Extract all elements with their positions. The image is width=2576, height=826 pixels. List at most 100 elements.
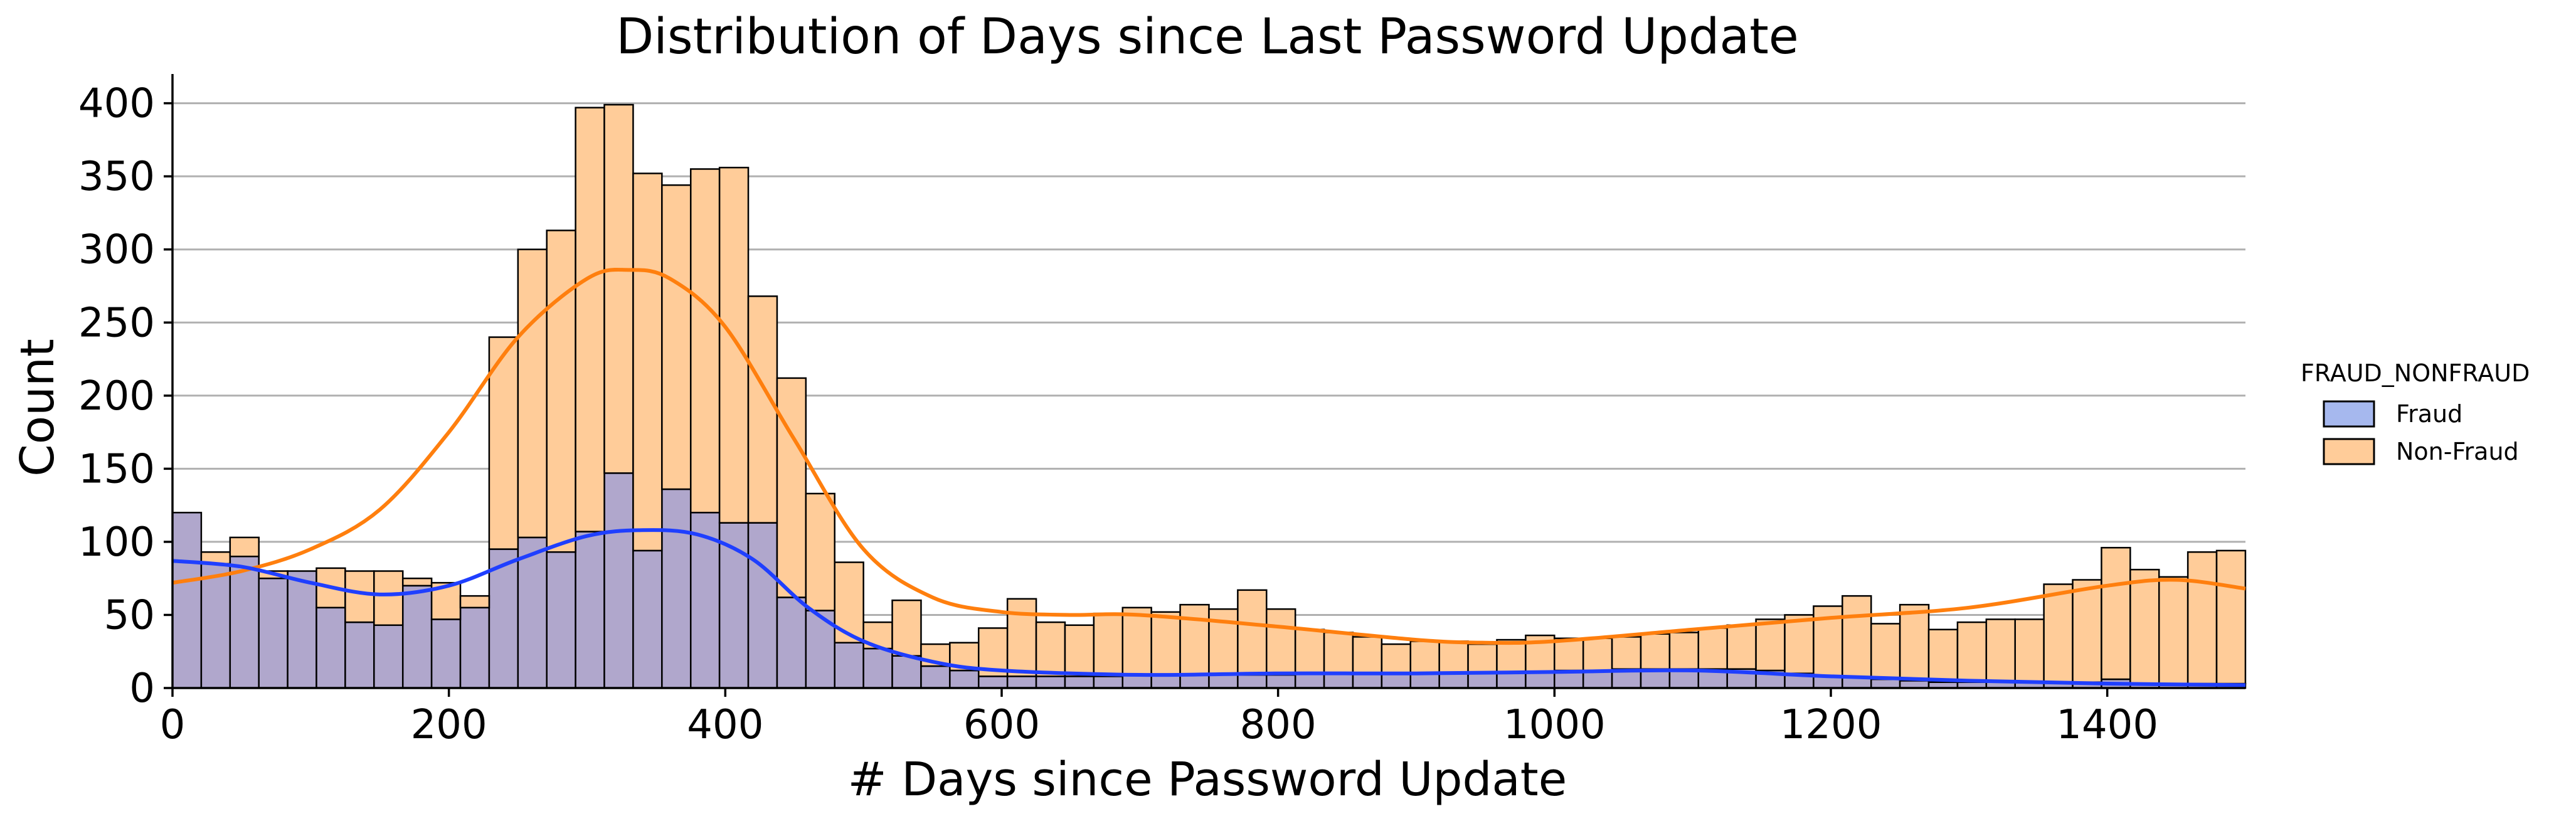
bar-fraud-21 [776, 596, 807, 689]
bar-fraud-8 [401, 585, 433, 689]
tick-labels: 0 200 400 600 800 1000 1200 1400 0 50 100 150 200 250… [78, 81, 2158, 748]
bar-non-fraud-22 [805, 492, 835, 612]
legend-swatch-fraud [2323, 400, 2375, 428]
bar-non-fraud-39 [1294, 628, 1325, 674]
bar-non-fraud-42 [1381, 643, 1412, 674]
bar-non-fraud-29 [1006, 598, 1037, 677]
x-tick-label-1400: 1400 [2056, 702, 2158, 748]
y-tick-label-300: 300 [78, 227, 155, 273]
bar-fraud-16 [632, 549, 663, 689]
y-tick-label-150: 150 [78, 446, 155, 492]
bar-fraud-13 [546, 551, 576, 689]
bar-fraud-28 [978, 675, 1009, 689]
bar-non-fraud-49 [1582, 637, 1613, 672]
bar-fraud-44 [1438, 672, 1469, 689]
bar-fraud-36 [1208, 674, 1239, 689]
bar-fraud-6 [344, 621, 375, 689]
bar-non-fraud-54 [1726, 624, 1757, 670]
bar-fraud-45 [1467, 672, 1498, 689]
y-axis-label: Count [11, 339, 65, 477]
bar-fraud-12 [517, 536, 548, 689]
bar-non-fraud-16 [632, 172, 663, 552]
bar-non-fraud-18 [689, 168, 721, 514]
bar-non-fraud-71 [2215, 549, 2247, 685]
bar-non-fraud-10 [459, 595, 490, 609]
x-tick-label-600: 600 [963, 702, 1040, 748]
bar-non-fraud-45 [1467, 643, 1498, 674]
bar-non-fraud-51 [1640, 633, 1671, 670]
bar-non-fraud-8 [401, 577, 433, 587]
bar-non-fraud-34 [1150, 611, 1181, 676]
bar-non-fraud-15 [603, 103, 634, 474]
bar-non-fraud-11 [488, 336, 519, 550]
bar-non-fraud-65 [2043, 583, 2074, 683]
bar-fraud-10 [459, 606, 490, 689]
bar-fraud-9 [430, 618, 462, 689]
bar-fraud-38 [1266, 674, 1296, 689]
bar-fraud-2 [229, 555, 260, 689]
bar-fraud-34 [1150, 674, 1181, 689]
bar-non-fraud-63 [1985, 618, 2016, 683]
bar-non-fraud-43 [1409, 640, 1440, 674]
bar-fraud-43 [1409, 672, 1440, 689]
bar-fraud-7 [373, 624, 404, 689]
x-axis-label: # Days since Password Update [848, 753, 1567, 807]
bar-fraud-32 [1093, 675, 1124, 689]
legend-title: FRAUD_NONFRAUD [2301, 359, 2530, 387]
x-tick-label-800: 800 [1240, 702, 1317, 748]
bar-fraud-29 [1006, 675, 1037, 689]
bar-fraud-37 [1237, 674, 1268, 689]
bar-non-fraud-25 [891, 599, 922, 657]
bar-fraud-4 [287, 570, 317, 689]
kde-curves [172, 268, 2246, 687]
bar-non-fraud-70 [2186, 551, 2218, 685]
gridlines [172, 102, 2245, 616]
legend-swatch-non-fraud [2323, 438, 2375, 465]
bar-non-fraud-37 [1237, 589, 1268, 676]
bar-fraud-39 [1294, 672, 1325, 689]
bar-non-fraud-60 [1899, 603, 1930, 682]
bar-non-fraud-21 [776, 377, 807, 598]
bar-fraud-27 [949, 669, 980, 689]
bar-non-fraud-58 [1842, 595, 1872, 679]
bar-non-fraud-61 [1927, 628, 1959, 683]
bar-fraud-41 [1352, 672, 1383, 689]
bar-non-fraud-53 [1697, 627, 1728, 670]
bar-fraud-20 [747, 522, 778, 689]
bar-non-fraud-33 [1121, 606, 1152, 676]
y-tick-label-400: 400 [78, 81, 155, 127]
bar-non-fraud-50 [1611, 636, 1642, 670]
bar-fraud-35 [1179, 674, 1210, 689]
legend: FRAUD_NONFRAUD Fraud Non-Fraud [2301, 359, 2530, 465]
bar-fraud-30 [1035, 675, 1066, 689]
bar-non-fraud-40 [1323, 632, 1354, 674]
bar-non-fraud-56 [1784, 614, 1815, 674]
bar-non-fraud-31 [1064, 624, 1095, 677]
bar-fraud-42 [1381, 672, 1412, 689]
bar-non-fraud-19 [718, 166, 750, 524]
chart-title: Distribution of Days since Last Password… [616, 9, 1799, 65]
kde-line-fraud [172, 528, 2246, 687]
bar-non-fraud-44 [1438, 640, 1469, 674]
bar-non-fraud-13 [546, 230, 576, 553]
bar-non-fraud-12 [517, 248, 548, 539]
bar-fraud-49 [1582, 669, 1613, 689]
bar-fraud-40 [1323, 672, 1354, 689]
bar-non-fraud-48 [1554, 637, 1584, 672]
bar-non-fraud-69 [2158, 576, 2189, 685]
bar-non-fraud-20 [747, 295, 778, 524]
y-tick-label-100: 100 [78, 519, 155, 566]
legend-label-non-fraud: Non-Fraud [2396, 438, 2519, 465]
bar-non-fraud-17 [661, 184, 692, 490]
bar-non-fraud-55 [1755, 618, 1786, 672]
bar-non-fraud-38 [1266, 608, 1296, 676]
bar-non-fraud-59 [1870, 623, 1901, 680]
bar-non-fraud-30 [1035, 621, 1066, 677]
y-tick-label-0: 0 [129, 665, 155, 712]
x-tick-label-1200: 1200 [1780, 702, 1882, 748]
bar-non-fraud-41 [1352, 636, 1383, 674]
bar-fraud-24 [862, 647, 893, 689]
bar-non-fraud-67 [2101, 546, 2131, 680]
y-tick-label-350: 350 [78, 154, 155, 200]
